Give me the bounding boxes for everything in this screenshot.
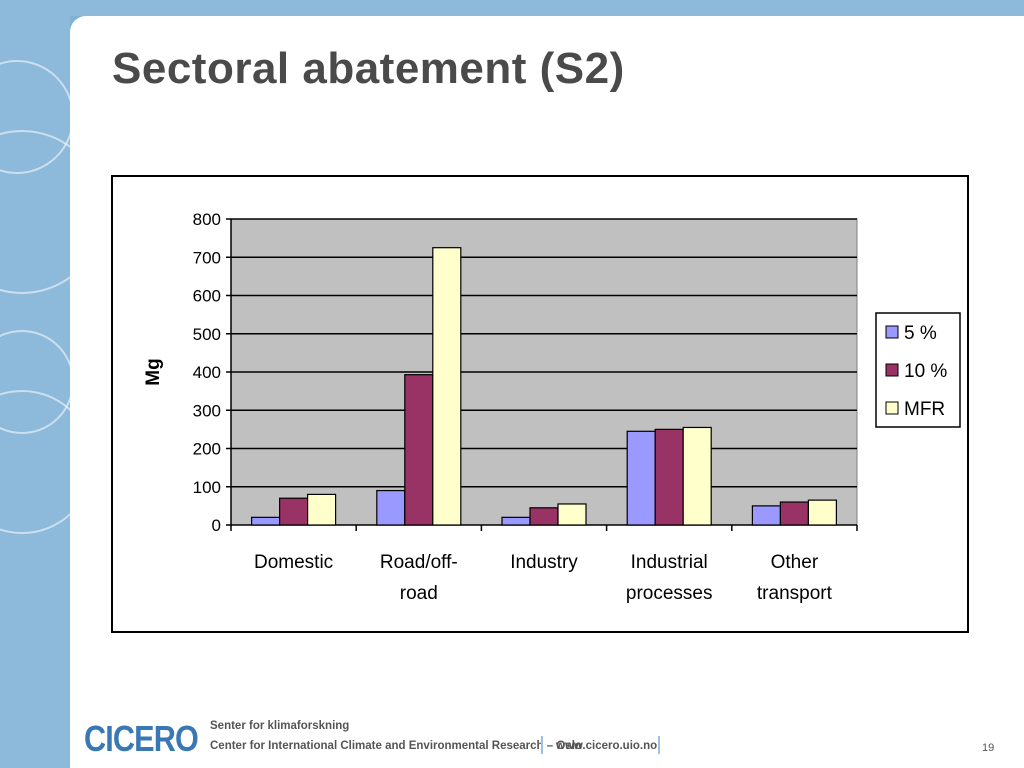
bar-chart: 0 100 200 300 400 500 600 700 800 Mg Domestic Road/… [143, 210, 961, 604]
bar-mfr-1 [432, 247, 462, 526]
x-tick-label: transport [757, 583, 833, 604]
bar-5-4 [751, 505, 782, 526]
x-tick-label: Road/off- [380, 552, 458, 573]
bar-10-3 [654, 428, 684, 526]
decorative-circle [0, 390, 70, 534]
org-name-english: Center for International Climate and Env… [210, 740, 582, 752]
y-tick-label: 100 [193, 478, 221, 497]
bar-5-1 [376, 489, 406, 526]
footer-separator [658, 736, 660, 754]
footer-separator [541, 736, 543, 754]
x-tick-label: Industry [510, 552, 578, 573]
x-tick-label: processes [626, 583, 713, 604]
background-left-panel [0, 0, 70, 768]
bar-10-2 [529, 507, 559, 526]
y-tick-label: 700 [193, 248, 221, 267]
bar-10-4 [779, 501, 810, 526]
y-tick-label: 400 [193, 363, 221, 382]
slide-title: Sectoral abatement (S2) [112, 44, 625, 93]
chart-frame: 0 100 200 300 400 500 600 700 800 Mg Domestic Road/… [111, 175, 969, 633]
y-tick-label: 0 [212, 516, 221, 535]
x-tick-label: Industrial [631, 552, 708, 573]
cicero-logo: CICERO [84, 718, 199, 759]
x-tick-label: Domestic [254, 552, 333, 573]
bar-mfr-0 [307, 493, 337, 526]
y-axis-label: Mg [143, 358, 164, 385]
bar-mfr-3 [682, 426, 712, 526]
bar-10-1 [404, 374, 434, 526]
decorative-circle [0, 130, 70, 294]
y-tick-label: 300 [193, 401, 221, 420]
legend-label: 10 % [904, 361, 947, 382]
x-tick-label: Other [771, 552, 819, 573]
bar-mfr-2 [557, 503, 587, 526]
legend-label: MFR [904, 399, 945, 420]
bar-5-3 [626, 430, 656, 526]
legend-swatch [885, 401, 899, 415]
background-top-strip [0, 0, 1024, 16]
y-tick-label: 600 [193, 287, 221, 306]
bar-5-2 [501, 516, 531, 526]
website-link[interactable]: www.cicero.uio.no [556, 740, 658, 752]
legend-label: 5 % [904, 323, 937, 344]
y-tick-label: 500 [193, 325, 221, 344]
x-tick-label: road [400, 583, 438, 604]
bar-mfr-4 [807, 499, 838, 526]
bar-5-0 [251, 516, 281, 526]
y-tick-label: 800 [193, 210, 221, 229]
org-name-norwegian: Senter for klimaforskning [210, 720, 350, 732]
y-tick-label: 200 [193, 440, 221, 459]
legend-swatch [885, 325, 899, 339]
legend-swatch [885, 363, 899, 377]
page-number: 19 [982, 742, 995, 754]
bar-10-0 [279, 497, 309, 526]
